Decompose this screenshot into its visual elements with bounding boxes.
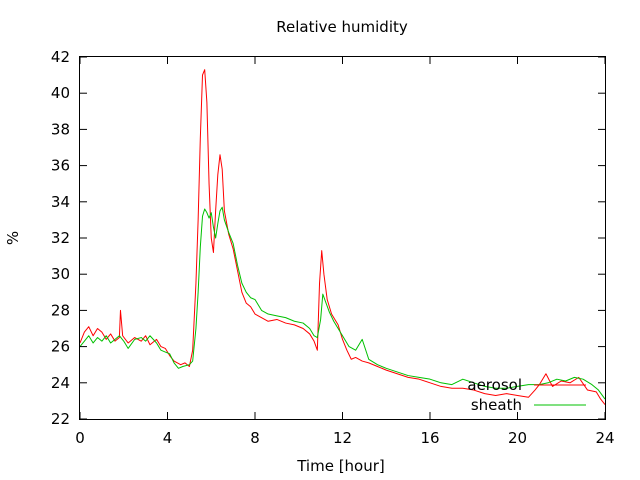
x-axis-label: Time [hour] [296, 457, 385, 475]
x-tick-label: 12 [333, 429, 352, 447]
x-tick-label: 8 [250, 429, 260, 447]
y-tick-label: 26 [51, 338, 70, 356]
x-tick-label: 16 [420, 429, 439, 447]
y-axis-label: % [4, 231, 22, 245]
ticks-layer: 0 4 8 12 16 20 24 22 24 26 28 30 32 34 36 38 40 42 [51, 48, 615, 447]
y-tick-label: 30 [51, 265, 70, 283]
y-tick-label: 40 [51, 84, 70, 102]
y-tick-label: 42 [51, 48, 70, 66]
x-tick-label: 20 [508, 429, 527, 447]
x-tick-label: 0 [75, 429, 85, 447]
chart-title: Relative humidity [276, 18, 408, 36]
legend-label-aerosol: aerosol [467, 376, 522, 394]
y-tick-label: 38 [51, 120, 70, 138]
legend: aerosol sheath [467, 376, 586, 414]
plot-frame [79, 56, 606, 420]
legend-label-sheath: sheath [471, 396, 522, 414]
y-tick-label: 24 [51, 374, 70, 392]
series-line-aerosol [79, 69, 606, 405]
y-tick-label: 32 [51, 229, 70, 247]
y-tick-label: 34 [51, 193, 70, 211]
series-line-sheath [79, 206, 606, 400]
series-layer [79, 69, 606, 405]
x-tick-label: 24 [595, 429, 614, 447]
x-tick-label: 4 [163, 429, 173, 447]
y-tick-label: 22 [51, 410, 70, 428]
y-tick-label: 36 [51, 157, 70, 175]
y-tick-label: 28 [51, 301, 70, 319]
